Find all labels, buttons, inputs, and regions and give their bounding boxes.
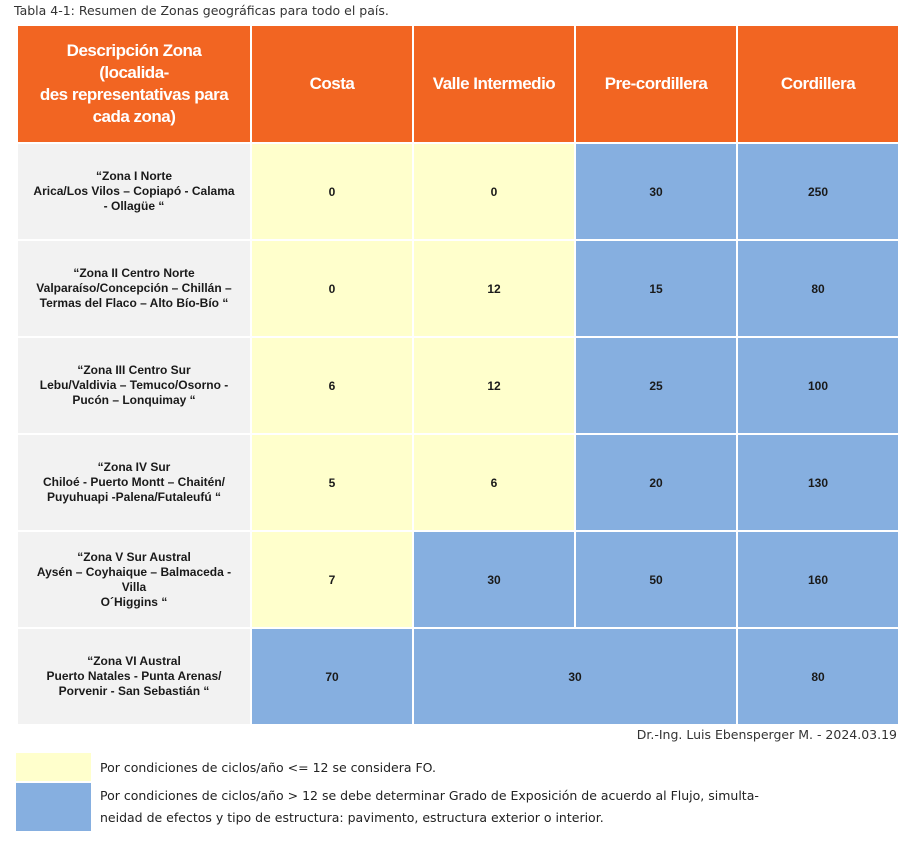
zone-desc-line: Puyuhuapi -Palena/Futaleufú “ xyxy=(46,490,222,504)
zone-description: “Zona IV Sur Chiloé - Puerto Montt – Cha… xyxy=(18,435,250,532)
zone-desc-line: Termas del Flaco – Alto Bío-Bío “ xyxy=(39,296,229,310)
cell-valle-precordillera: 30 xyxy=(414,629,736,726)
table-row: “Zona V Sur Austral Aysén – Coyhaique – … xyxy=(18,532,898,629)
zone-description: “Zona VI Austral Puerto Natales - Punta … xyxy=(18,629,250,726)
legend-swatch-blue xyxy=(16,783,91,831)
zone-desc-line: Lebu/Valdivia – Temuco/Osorno - xyxy=(39,378,229,392)
legend-item-fo: Por condiciones de ciclos/año <= 12 se c… xyxy=(16,753,890,781)
header-desc-line: Descripción Zona (localida- xyxy=(66,41,202,82)
header-desc-line: des representativas para xyxy=(39,85,229,104)
cell-costa: 0 xyxy=(252,241,412,338)
header-pre-cordillera: Pre-cordillera xyxy=(576,26,736,144)
zone-desc-line: Puerto Natales - Punta Arenas/ xyxy=(46,669,222,683)
header-descripcion: Descripción Zona (localida- des represen… xyxy=(18,26,250,144)
cell-precordillera: 50 xyxy=(576,532,736,629)
cell-cordillera: 80 xyxy=(738,629,898,726)
zone-desc-line: Valparaíso/Concepción – Chillán – xyxy=(36,281,232,295)
zone-desc-line: Aysén – Coyhaique – Balmaceda - xyxy=(36,564,232,579)
legend-text-blue: Por condiciones de ciclos/año > 12 se de… xyxy=(100,783,890,829)
table-row: “Zona I Norte Arica/Los Vilos – Copiapó … xyxy=(18,144,898,241)
zone-desc-line: “Zona III Centro Sur xyxy=(77,363,191,377)
cell-precordillera: 25 xyxy=(576,338,736,435)
zone-desc-line: Pucón – Lonquimay “ xyxy=(72,393,196,407)
cell-valle: 30 xyxy=(414,532,574,629)
cell-precordillera: 20 xyxy=(576,435,736,532)
header-costa: Costa xyxy=(252,26,412,144)
cell-valle: 12 xyxy=(414,241,574,338)
table-row: “Zona II Centro Norte Valparaíso/Concepc… xyxy=(18,241,898,338)
cell-precordillera: 15 xyxy=(576,241,736,338)
table-row: “Zona III Centro Sur Lebu/Valdivia – Tem… xyxy=(18,338,898,435)
cell-cordillera: 130 xyxy=(738,435,898,532)
zone-description: “Zona III Centro Sur Lebu/Valdivia – Tem… xyxy=(18,338,250,435)
table-row: “Zona VI Austral Puerto Natales - Punta … xyxy=(18,629,898,726)
cell-cordillera: 160 xyxy=(738,532,898,629)
zone-description: “Zona I Norte Arica/Los Vilos – Copiapó … xyxy=(18,144,250,241)
header-cordillera: Cordillera xyxy=(738,26,898,144)
legend-item-exposure: Por condiciones de ciclos/año > 12 se de… xyxy=(16,783,890,831)
table-row: “Zona IV Sur Chiloé - Puerto Montt – Cha… xyxy=(18,435,898,532)
cell-costa: 0 xyxy=(252,144,412,241)
zone-desc-line: “Zona VI Austral xyxy=(87,654,181,668)
cell-cordillera: 250 xyxy=(738,144,898,241)
header-row: Descripción Zona (localida- des represen… xyxy=(18,26,898,144)
zone-desc-line: O´Higgins “ xyxy=(100,594,168,609)
zones-table: Descripción Zona (localida- des represen… xyxy=(16,26,900,726)
legend-text-line: Por condiciones de ciclos/año > 12 se de… xyxy=(100,788,759,803)
table-caption: Tabla 4-1: Resumen de Zonas geográficas … xyxy=(14,3,389,18)
legend-text-yellow: Por condiciones de ciclos/año <= 12 se c… xyxy=(100,760,436,775)
zone-desc-line: “Zona I Norte xyxy=(95,169,172,183)
zone-desc-line: Villa xyxy=(121,579,147,594)
zone-desc-line: Chiloé - Puerto Montt – Chaitén/ xyxy=(43,475,225,489)
legend-swatch-yellow xyxy=(16,753,91,781)
cell-costa: 6 xyxy=(252,338,412,435)
cell-precordillera: 30 xyxy=(576,144,736,241)
cell-valle: 6 xyxy=(414,435,574,532)
cell-costa: 70 xyxy=(252,629,412,726)
cell-cordillera: 80 xyxy=(738,241,898,338)
header-valle-intermedio: Valle Intermedio xyxy=(414,26,574,144)
author-credit: Dr.-Ing. Luis Ebensperger M. - 2024.03.1… xyxy=(636,727,897,742)
zone-desc-line: Porvenir - San Sebastián “ xyxy=(58,684,210,698)
zone-desc-line: “Zona II Centro Norte xyxy=(73,266,195,280)
cell-valle: 12 xyxy=(414,338,574,435)
zone-desc-line: “Zona IV Sur xyxy=(97,460,171,474)
cell-cordillera: 100 xyxy=(738,338,898,435)
zone-desc-line: Arica/Los Vilos – Copiapó - Calama xyxy=(33,184,235,198)
zone-desc-line: “Zona V Sur Austral xyxy=(77,549,191,564)
header-desc-line: cada zona) xyxy=(92,107,176,126)
zone-description: “Zona II Centro Norte Valparaíso/Concepc… xyxy=(18,241,250,338)
zone-description: “Zona V Sur Austral Aysén – Coyhaique – … xyxy=(18,532,250,629)
legend-text-line: neidad de efectos y tipo de estructura: … xyxy=(100,810,604,825)
cell-valle: 0 xyxy=(414,144,574,241)
cell-costa: 7 xyxy=(252,532,412,629)
cell-costa: 5 xyxy=(252,435,412,532)
zone-desc-line: - Ollagüe “ xyxy=(103,199,165,213)
